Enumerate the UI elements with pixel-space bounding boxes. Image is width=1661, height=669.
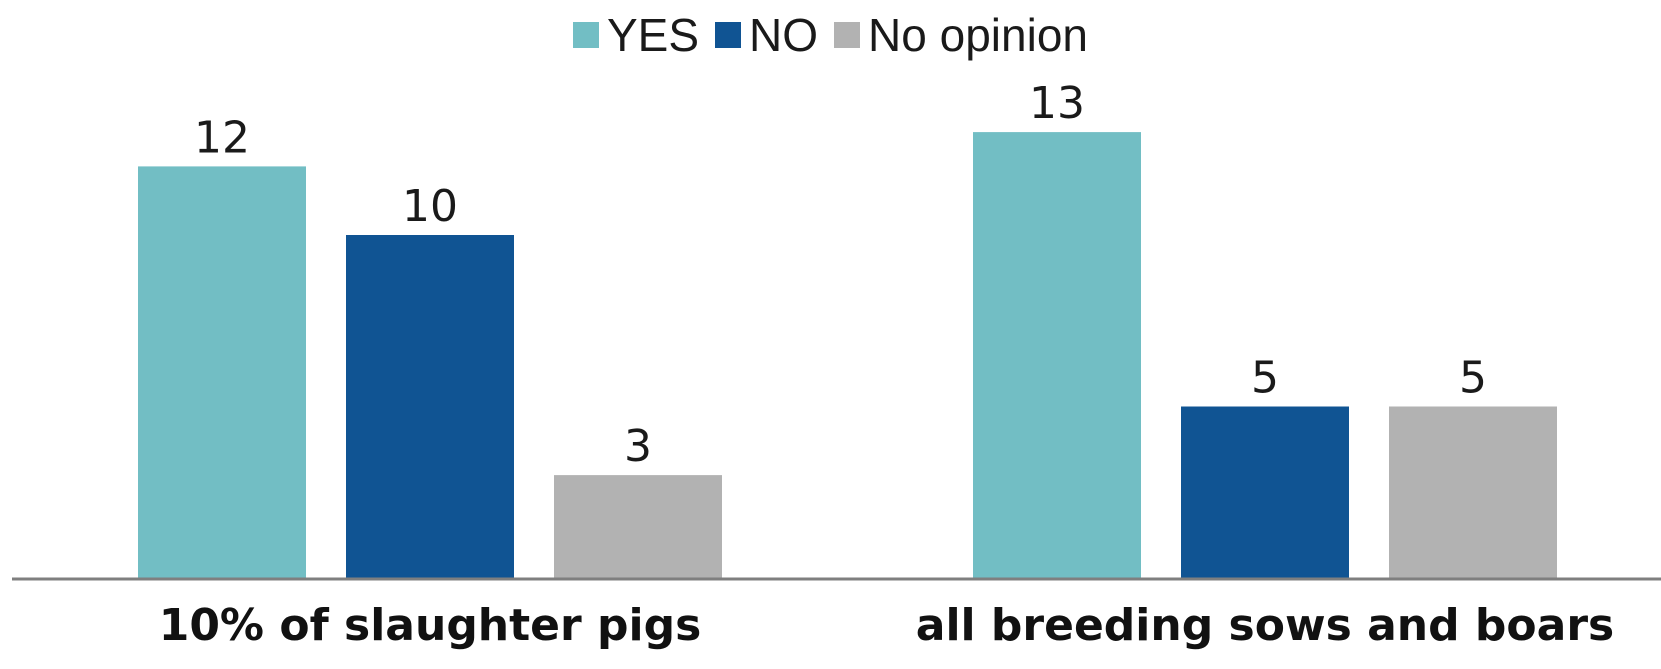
bar-no-0 (346, 235, 514, 578)
bar-yes-1 (973, 132, 1141, 578)
bar-no-1 (1181, 406, 1349, 578)
value-label-no-opinion-0: 3 (624, 421, 652, 472)
legend-swatch-no-opinion (834, 22, 861, 48)
value-label-yes-1: 13 (1029, 78, 1085, 129)
value-label-yes-0: 12 (194, 112, 250, 163)
value-label-no-0: 10 (402, 181, 458, 232)
legend-swatch-no (715, 22, 742, 48)
value-label-no-1: 5 (1251, 353, 1279, 404)
legend-label-no: NO (749, 9, 819, 61)
legend-label-yes: YES (607, 9, 700, 61)
legend-swatch-yes (573, 22, 599, 48)
bar-no-opinion-0 (554, 475, 722, 578)
category-label-breeding-sows-boars: all breeding sows and boars (915, 600, 1615, 651)
category-label-slaughter-pigs: 10% of slaughter pigs (158, 600, 702, 651)
legend-label-no-opinion: No opinion (868, 9, 1088, 61)
legend-item-yes: YES (573, 8, 699, 62)
legend-item-no: NO (715, 8, 818, 62)
legend: YES NO No opinion (0, 8, 1661, 62)
legend-item-no-opinion: No opinion (834, 8, 1088, 62)
bar-no-opinion-1 (1389, 406, 1557, 578)
bar-yes-0 (138, 166, 306, 578)
value-label-no-opinion-1: 5 (1459, 353, 1487, 404)
